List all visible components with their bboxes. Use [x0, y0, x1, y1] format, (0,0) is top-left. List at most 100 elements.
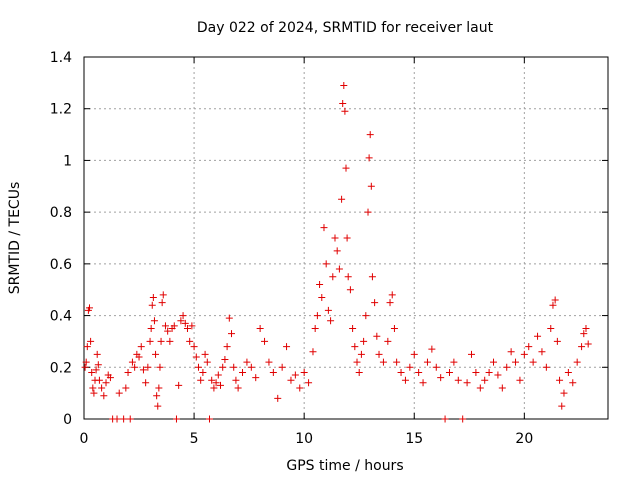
data-point [86, 304, 94, 312]
data-point [454, 376, 462, 384]
data-point [120, 415, 128, 423]
data-point [445, 368, 453, 376]
data-point [159, 291, 167, 299]
y-tick-label: 0 [63, 412, 72, 428]
data-point [82, 358, 90, 366]
data-point [172, 415, 180, 423]
x-tick-label: 10 [295, 431, 313, 447]
data-point [214, 371, 222, 379]
data-point [419, 379, 427, 387]
data-point [333, 247, 341, 255]
data-point [219, 363, 227, 371]
data-point [156, 363, 164, 371]
data-point [287, 376, 295, 384]
data-point [534, 332, 542, 340]
data-point [194, 363, 202, 371]
data-point [415, 368, 423, 376]
data-point [340, 81, 348, 89]
data-point [322, 260, 330, 268]
data-point [324, 306, 332, 314]
data-point [208, 376, 216, 384]
data-point [463, 379, 471, 387]
data-point [351, 343, 359, 351]
data-point [88, 368, 96, 376]
data-point [83, 343, 91, 351]
data-point [243, 358, 251, 366]
data-point [516, 376, 524, 384]
data-point [149, 293, 157, 301]
data-point [390, 325, 398, 332]
data-point [197, 376, 205, 384]
data-point [582, 325, 590, 332]
data-point [305, 379, 313, 387]
data-point [225, 314, 233, 322]
data-point [423, 358, 431, 366]
data-point [94, 361, 102, 369]
data-point [343, 234, 351, 242]
data-point [166, 337, 174, 345]
data-point [230, 363, 238, 371]
data-point [311, 325, 319, 332]
data-point [234, 384, 242, 392]
data-point [481, 376, 489, 384]
data-point [564, 368, 572, 376]
data-point [247, 363, 255, 371]
data-point [485, 368, 493, 376]
y-axis-label: SRMTID / TECUs [7, 182, 23, 295]
data-point [217, 381, 225, 389]
data-point [338, 195, 346, 203]
data-point [490, 358, 498, 366]
data-point [437, 374, 445, 382]
data-point [87, 337, 95, 345]
data-point [538, 348, 546, 356]
data-point [371, 299, 379, 307]
data-point [428, 345, 436, 353]
data-point [344, 273, 352, 281]
data-point [152, 350, 160, 358]
data-point [90, 389, 98, 397]
data-point [131, 363, 139, 371]
y-tick-labels: 0 0.2 0.4 0.6 0.8 1 1.2 1.4 [50, 50, 72, 428]
data-point [393, 358, 401, 366]
data-point [373, 332, 381, 340]
data-point [239, 368, 247, 376]
data-point [144, 363, 152, 371]
y-tick-label: 0.8 [50, 205, 72, 221]
data-point [183, 325, 191, 332]
data-point [388, 291, 396, 299]
data-point [494, 371, 502, 379]
data-point [360, 337, 368, 345]
data-point [212, 379, 220, 387]
y-tick-label: 0.2 [50, 360, 72, 376]
data-point [309, 348, 317, 356]
data-point [210, 384, 218, 392]
data-point [335, 265, 343, 273]
data-point [547, 325, 555, 332]
data-point [128, 358, 136, 366]
data-point [368, 273, 376, 281]
x-axis-label: GPS time / hours [286, 458, 403, 474]
data-point [92, 366, 100, 374]
data-point [331, 234, 339, 242]
data-point [192, 353, 200, 361]
data-point [124, 368, 132, 376]
data-point [512, 358, 520, 366]
data-point [81, 363, 89, 371]
data-point [137, 343, 145, 351]
data-point [181, 319, 189, 327]
data-point [342, 164, 350, 172]
data-point [205, 415, 213, 423]
y-tick-label: 0.6 [50, 257, 72, 273]
data-point [320, 224, 328, 232]
data-point [291, 371, 299, 379]
grid-lines [84, 57, 608, 419]
data-point [252, 374, 260, 382]
data-point [364, 208, 372, 216]
data-point [155, 384, 163, 392]
data-point [549, 301, 557, 309]
data-point [432, 363, 440, 371]
data-point [98, 384, 106, 392]
data-point [410, 350, 418, 358]
data-point [102, 379, 110, 387]
